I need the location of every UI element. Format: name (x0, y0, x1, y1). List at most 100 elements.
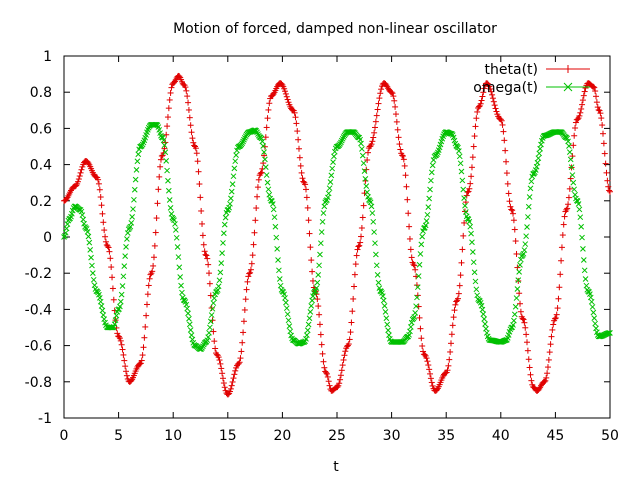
data-point (467, 180, 474, 187)
data-point (588, 298, 595, 305)
data-point (397, 146, 404, 153)
data-point (121, 357, 128, 364)
x-tick-label: 15 (219, 428, 237, 444)
data-point (353, 252, 360, 259)
data-point (287, 328, 294, 335)
data-point (167, 89, 174, 96)
data-point (254, 193, 261, 200)
data-point (230, 173, 237, 180)
data-point (247, 269, 254, 276)
data-point (371, 129, 378, 136)
data-point (369, 138, 376, 145)
data-point (593, 93, 600, 100)
data-point (593, 99, 600, 106)
data-point (175, 254, 182, 260)
data-point (419, 343, 426, 350)
data-point (429, 162, 436, 169)
data-point (492, 105, 499, 112)
data-point (503, 158, 510, 165)
data-point (522, 324, 529, 331)
data-point (470, 143, 477, 150)
data-point (596, 107, 603, 114)
data-point (413, 282, 420, 289)
data-point (241, 135, 248, 141)
data-point (218, 365, 225, 372)
data-point (240, 329, 247, 336)
data-point (131, 186, 138, 193)
data-point (360, 202, 367, 209)
data-point (157, 156, 164, 163)
data-point (552, 315, 559, 322)
data-point (512, 238, 519, 245)
data-point (566, 143, 572, 149)
data-point (153, 215, 160, 222)
data-point (587, 294, 594, 301)
data-point (325, 378, 332, 385)
data-point (491, 102, 498, 109)
data-point (156, 173, 163, 180)
data-point (517, 308, 524, 315)
data-point (192, 145, 199, 152)
data-point (231, 165, 238, 172)
data-point (506, 198, 513, 205)
data-point (363, 183, 370, 189)
data-point (329, 165, 336, 172)
data-point (89, 270, 96, 276)
data-point (468, 173, 475, 180)
data-point (528, 377, 535, 384)
data-point (600, 130, 607, 137)
data-point (370, 218, 377, 225)
data-point (364, 189, 370, 196)
data-point (553, 311, 560, 318)
data-point (151, 242, 158, 249)
data-point (283, 305, 290, 312)
series-omegat (61, 121, 613, 353)
data-point (536, 150, 543, 157)
data-point (141, 334, 148, 341)
data-point (457, 160, 464, 167)
data-point (430, 157, 437, 163)
data-point (295, 136, 302, 143)
data-point (526, 194, 533, 200)
data-point (205, 261, 212, 268)
data-point (542, 377, 549, 384)
data-point (566, 149, 573, 156)
data-point (543, 374, 550, 381)
data-point (534, 159, 541, 166)
data-point (299, 175, 306, 182)
data-point (146, 275, 153, 282)
data-point (131, 196, 137, 203)
data-point (198, 207, 205, 214)
data-point (357, 239, 364, 246)
data-point (118, 291, 125, 298)
data-point (459, 246, 466, 253)
data-point (165, 105, 172, 112)
data-point (88, 254, 94, 261)
data-point (206, 329, 212, 336)
data-point (434, 386, 441, 393)
data-point (580, 257, 587, 263)
data-point (395, 134, 402, 141)
data-point (266, 100, 273, 107)
data-point (229, 181, 236, 187)
data-point (298, 169, 305, 176)
y-tick-label: -1 (38, 411, 52, 427)
x-tick-label: 40 (492, 428, 510, 444)
data-point (309, 268, 316, 275)
data-point (556, 284, 563, 291)
data-point (232, 367, 239, 374)
data-point (304, 332, 310, 338)
x-tick-label: 20 (273, 428, 291, 444)
data-point (231, 371, 238, 378)
data-point (408, 254, 415, 261)
data-point (77, 169, 84, 176)
data-point (461, 219, 468, 226)
data-point (367, 199, 374, 206)
data-point (101, 316, 108, 322)
data-point (512, 303, 519, 310)
data-point (210, 328, 217, 335)
data-point (568, 164, 575, 170)
data-point (452, 301, 459, 308)
data-point (185, 106, 192, 113)
data-point (399, 152, 406, 159)
